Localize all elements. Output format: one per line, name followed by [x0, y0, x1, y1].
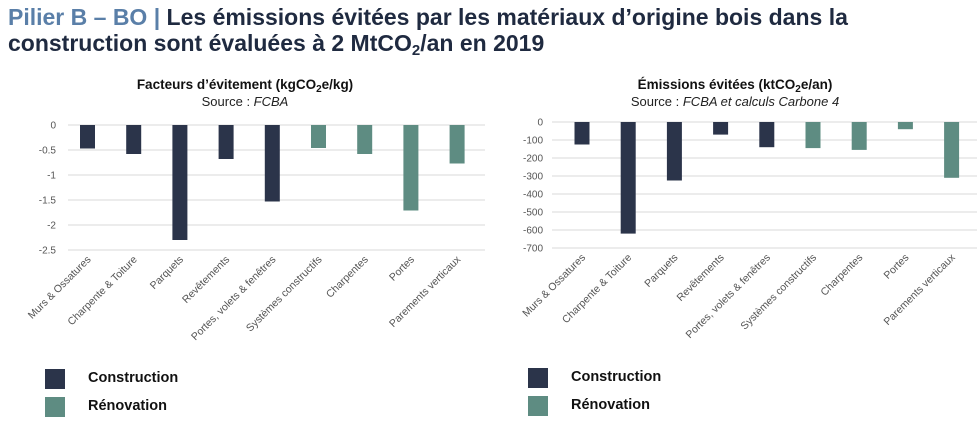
chart-2-source: Source : FCBA et calculs Carbone 4	[500, 94, 970, 109]
legend-swatch-renovation-2	[528, 396, 548, 416]
title-line-2-subscript: 2	[411, 42, 421, 59]
category-label: Charpentes	[818, 252, 865, 299]
bar-construction	[218, 125, 234, 159]
title-line-2: construction sont évaluées à 2 MtCO2/an …	[8, 30, 545, 59]
title-separator: |	[153, 4, 161, 30]
category-label: Systèmes constructifs	[738, 252, 819, 333]
bar-construction	[264, 125, 280, 202]
bar-construction	[172, 125, 188, 240]
legend-label-construction: Construction	[88, 370, 179, 386]
y-tick-label: -200	[523, 154, 543, 165]
category-label: Parquets	[642, 252, 680, 290]
category-label: Systèmes constructifs	[244, 254, 325, 335]
y-tick-label: -1	[47, 171, 56, 182]
bar-renovation	[403, 125, 419, 211]
y-tick-label: -300	[523, 172, 543, 183]
bar-construction	[759, 122, 775, 148]
chart-2-title-subscript: 2	[795, 84, 801, 95]
legend-label-construction-2: Construction	[571, 369, 662, 385]
chart-2-title: Émissions évitées (ktCO2e/an)	[500, 77, 970, 95]
chart-1-title: Facteurs d’évitement (kgCO2e/kg)	[10, 77, 480, 95]
chart-2-title-end: e/an)	[800, 77, 833, 92]
bar-renovation	[897, 122, 913, 130]
y-tick-label: 0	[50, 121, 56, 132]
bar-renovation	[357, 125, 373, 154]
y-tick-label: 0	[537, 118, 543, 129]
chart-1-source-prefix: Source :	[201, 94, 254, 109]
bar-construction	[666, 122, 682, 181]
y-tick-label: -500	[523, 208, 543, 219]
chart-2-source-prefix: Source :	[630, 94, 683, 109]
title-prefix: Pilier B – BO	[8, 4, 148, 30]
category-label: Portes	[387, 254, 417, 284]
legend-label-renovation-2: Rénovation	[571, 397, 650, 413]
chart-2-source-name: FCBA et calculs Carbone 4	[682, 94, 840, 109]
bar-renovation	[851, 122, 867, 150]
chart-1-title-start: Facteurs d’évitement (kgCO	[136, 77, 317, 92]
legend-label-renovation: Rénovation	[88, 398, 167, 414]
page-title: Pilier B – BO | Les émissions évitées pa…	[8, 4, 973, 59]
y-tick-label: -400	[523, 190, 543, 201]
bar-renovation	[449, 125, 465, 164]
chart-1-source: Source : FCBA	[10, 94, 480, 109]
y-tick-label: -1.5	[39, 196, 57, 207]
category-label: Portes	[882, 252, 912, 282]
bar-construction	[80, 125, 95, 149]
bar-construction	[126, 125, 142, 154]
y-tick-label: -2	[47, 221, 56, 232]
chart-1-title-end: e/kg)	[321, 77, 354, 92]
chart-1-title-subscript: 2	[316, 84, 322, 95]
y-tick-label: -0.5	[39, 146, 57, 157]
chart-1-source-name: FCBA	[253, 94, 289, 109]
y-tick-label: -2.5	[39, 246, 57, 257]
bar-renovation	[311, 125, 326, 148]
legend-swatch-construction	[45, 369, 65, 389]
bar-renovation	[944, 122, 960, 178]
bar-construction	[620, 122, 636, 234]
legend-swatch-construction-2	[528, 368, 548, 388]
bar-construction	[713, 122, 729, 135]
category-label: Portes, volets & fenêtres	[189, 254, 278, 343]
title-line-2-end: /an en 2019	[420, 30, 545, 56]
category-label: Portes, volets & fenêtres	[684, 252, 773, 341]
y-tick-label: -700	[523, 244, 543, 255]
bar-construction	[574, 122, 590, 145]
legend-swatch-renovation	[45, 397, 65, 417]
y-tick-label: -600	[523, 226, 543, 237]
title-line-1: Les émissions évitées par les matériaux …	[166, 4, 848, 30]
title-line-2-start: construction sont évaluées à 2 MtCO	[8, 30, 412, 56]
category-label: Charpentes	[324, 254, 371, 301]
category-label: Parquets	[148, 254, 186, 292]
bar-renovation	[805, 122, 821, 149]
chart-2-title-start: Émissions évitées (ktCO	[637, 77, 796, 92]
y-tick-label: -100	[523, 136, 543, 147]
